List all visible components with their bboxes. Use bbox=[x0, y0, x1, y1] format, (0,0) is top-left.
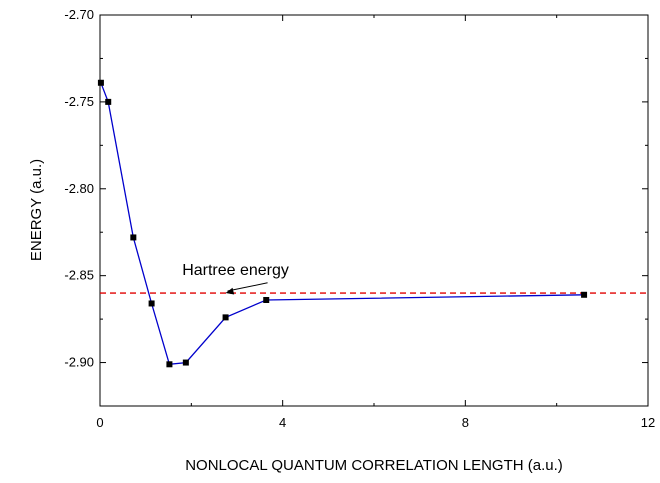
x-tick-label: 0 bbox=[96, 415, 103, 430]
data-point bbox=[222, 314, 229, 321]
data-point bbox=[182, 359, 189, 366]
data-point bbox=[263, 296, 270, 303]
y-tick-label: -2.85 bbox=[64, 268, 94, 283]
x-tick-label: 8 bbox=[462, 415, 469, 430]
x-tick-label: 4 bbox=[279, 415, 286, 430]
data-point bbox=[166, 361, 173, 368]
y-axis-title: ENERGY (a.u.) bbox=[28, 159, 45, 261]
annotation-arrow bbox=[227, 282, 268, 292]
y-tick-label: -2.80 bbox=[64, 181, 94, 196]
annotations: Hartree energy bbox=[182, 262, 289, 295]
x-axis-title: NONLOCAL QUANTUM CORRELATION LENGTH (a.u… bbox=[185, 457, 563, 474]
plot-frame bbox=[99, 14, 649, 407]
data-point bbox=[148, 300, 155, 307]
data-point bbox=[105, 98, 112, 105]
y-tick-label: -2.70 bbox=[64, 7, 94, 22]
annotation-arrowhead bbox=[225, 287, 235, 295]
data-point bbox=[97, 79, 104, 86]
y-tick-label: -2.90 bbox=[64, 355, 94, 370]
annotation-label: Hartree energy bbox=[182, 262, 289, 279]
data-point bbox=[581, 291, 588, 298]
data-point bbox=[130, 234, 137, 241]
axes: 0 4 8 12 -2.70 -2.75 -2.80 -2.85 -2.90 bbox=[64, 7, 655, 430]
x-tick-label: 12 bbox=[641, 415, 655, 430]
data-series bbox=[97, 79, 588, 368]
y-tick-label: -2.75 bbox=[64, 94, 94, 109]
series-line bbox=[100, 82, 585, 366]
